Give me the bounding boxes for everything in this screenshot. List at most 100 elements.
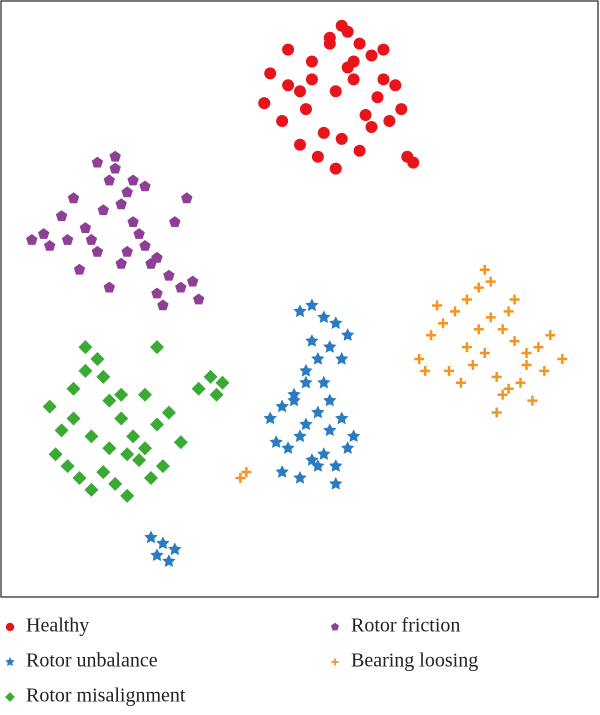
data-point [305,73,318,86]
data-point [78,340,93,355]
data-point [169,216,181,227]
data-point [432,300,443,311]
data-point [335,132,348,145]
data-point [258,97,271,110]
data-point [521,359,532,370]
data-point [84,482,99,497]
data-point [108,476,123,491]
legend-marker [5,692,15,702]
data-point [353,144,366,157]
legend-label: Rotor unbalance [26,650,158,672]
data-point [497,324,508,335]
data-point [335,411,349,425]
data-point [317,126,330,139]
data-point [282,43,295,56]
data-point [55,210,68,222]
data-point [139,180,151,192]
data-point [121,186,133,198]
data-point [109,162,121,174]
data-point [311,405,325,419]
data-point [539,365,550,376]
data-point [323,37,336,50]
legend-label: Healthy [26,615,89,637]
data-point [156,536,170,550]
data-point [96,465,111,480]
data-point [150,548,164,561]
data-point [299,103,312,116]
data-point [145,257,157,269]
data-point [323,340,337,353]
data-point [121,245,133,257]
data-point [150,340,164,355]
data-point [193,293,205,305]
data-point [485,276,496,287]
legend-label: Bearing loosing [351,650,478,672]
data-point [126,429,141,444]
data-point [209,387,224,402]
data-point [157,299,169,311]
data-point [335,352,349,365]
data-point [187,275,199,287]
data-point [377,73,390,86]
data-point [329,162,342,175]
data-point [73,263,86,275]
data-point [103,281,115,293]
data-point [38,228,50,239]
data-point [42,399,57,414]
data-point [155,459,170,474]
data-point [305,298,319,312]
data-point [133,228,145,239]
data-point [509,294,520,305]
data-point [449,306,460,317]
data-point [545,330,556,341]
data-point [163,269,175,281]
data-point [54,423,69,438]
data-point [341,441,355,454]
plot-frame [0,0,599,598]
data-point [473,282,484,293]
legend-marker [5,622,15,632]
data-point [305,453,319,466]
data-point [162,554,176,567]
data-point [317,310,331,323]
data-point [127,174,139,186]
data-point [341,328,355,341]
data-point [97,204,109,216]
data-point [264,67,277,80]
data-point [67,192,80,204]
data-point [61,234,74,245]
data-point [305,55,318,68]
data-point [294,138,306,151]
data-point [144,530,158,544]
data-point [139,240,151,251]
data-point [557,354,568,364]
data-point [181,192,193,204]
data-point [420,365,431,376]
data-point [191,381,206,396]
data-point [305,334,319,347]
data-point [491,371,502,382]
data-point [444,365,454,376]
data-point [275,465,289,478]
legend-marker [5,657,15,666]
data-point [66,381,81,396]
data-point [114,411,129,426]
data-point [461,294,472,305]
data-point [317,375,331,389]
data-point [407,156,420,169]
data-point [371,91,384,104]
data-point [144,471,158,485]
data-point [347,429,361,442]
data-point [175,281,187,293]
data-point [329,316,343,329]
data-point [91,156,104,168]
data-point [479,264,490,275]
data-point [66,411,81,426]
data-point [276,115,289,127]
data-point [78,363,93,378]
data-point [497,389,508,400]
data-point [438,318,449,329]
legend-marker [331,622,339,631]
data-point [359,109,372,122]
